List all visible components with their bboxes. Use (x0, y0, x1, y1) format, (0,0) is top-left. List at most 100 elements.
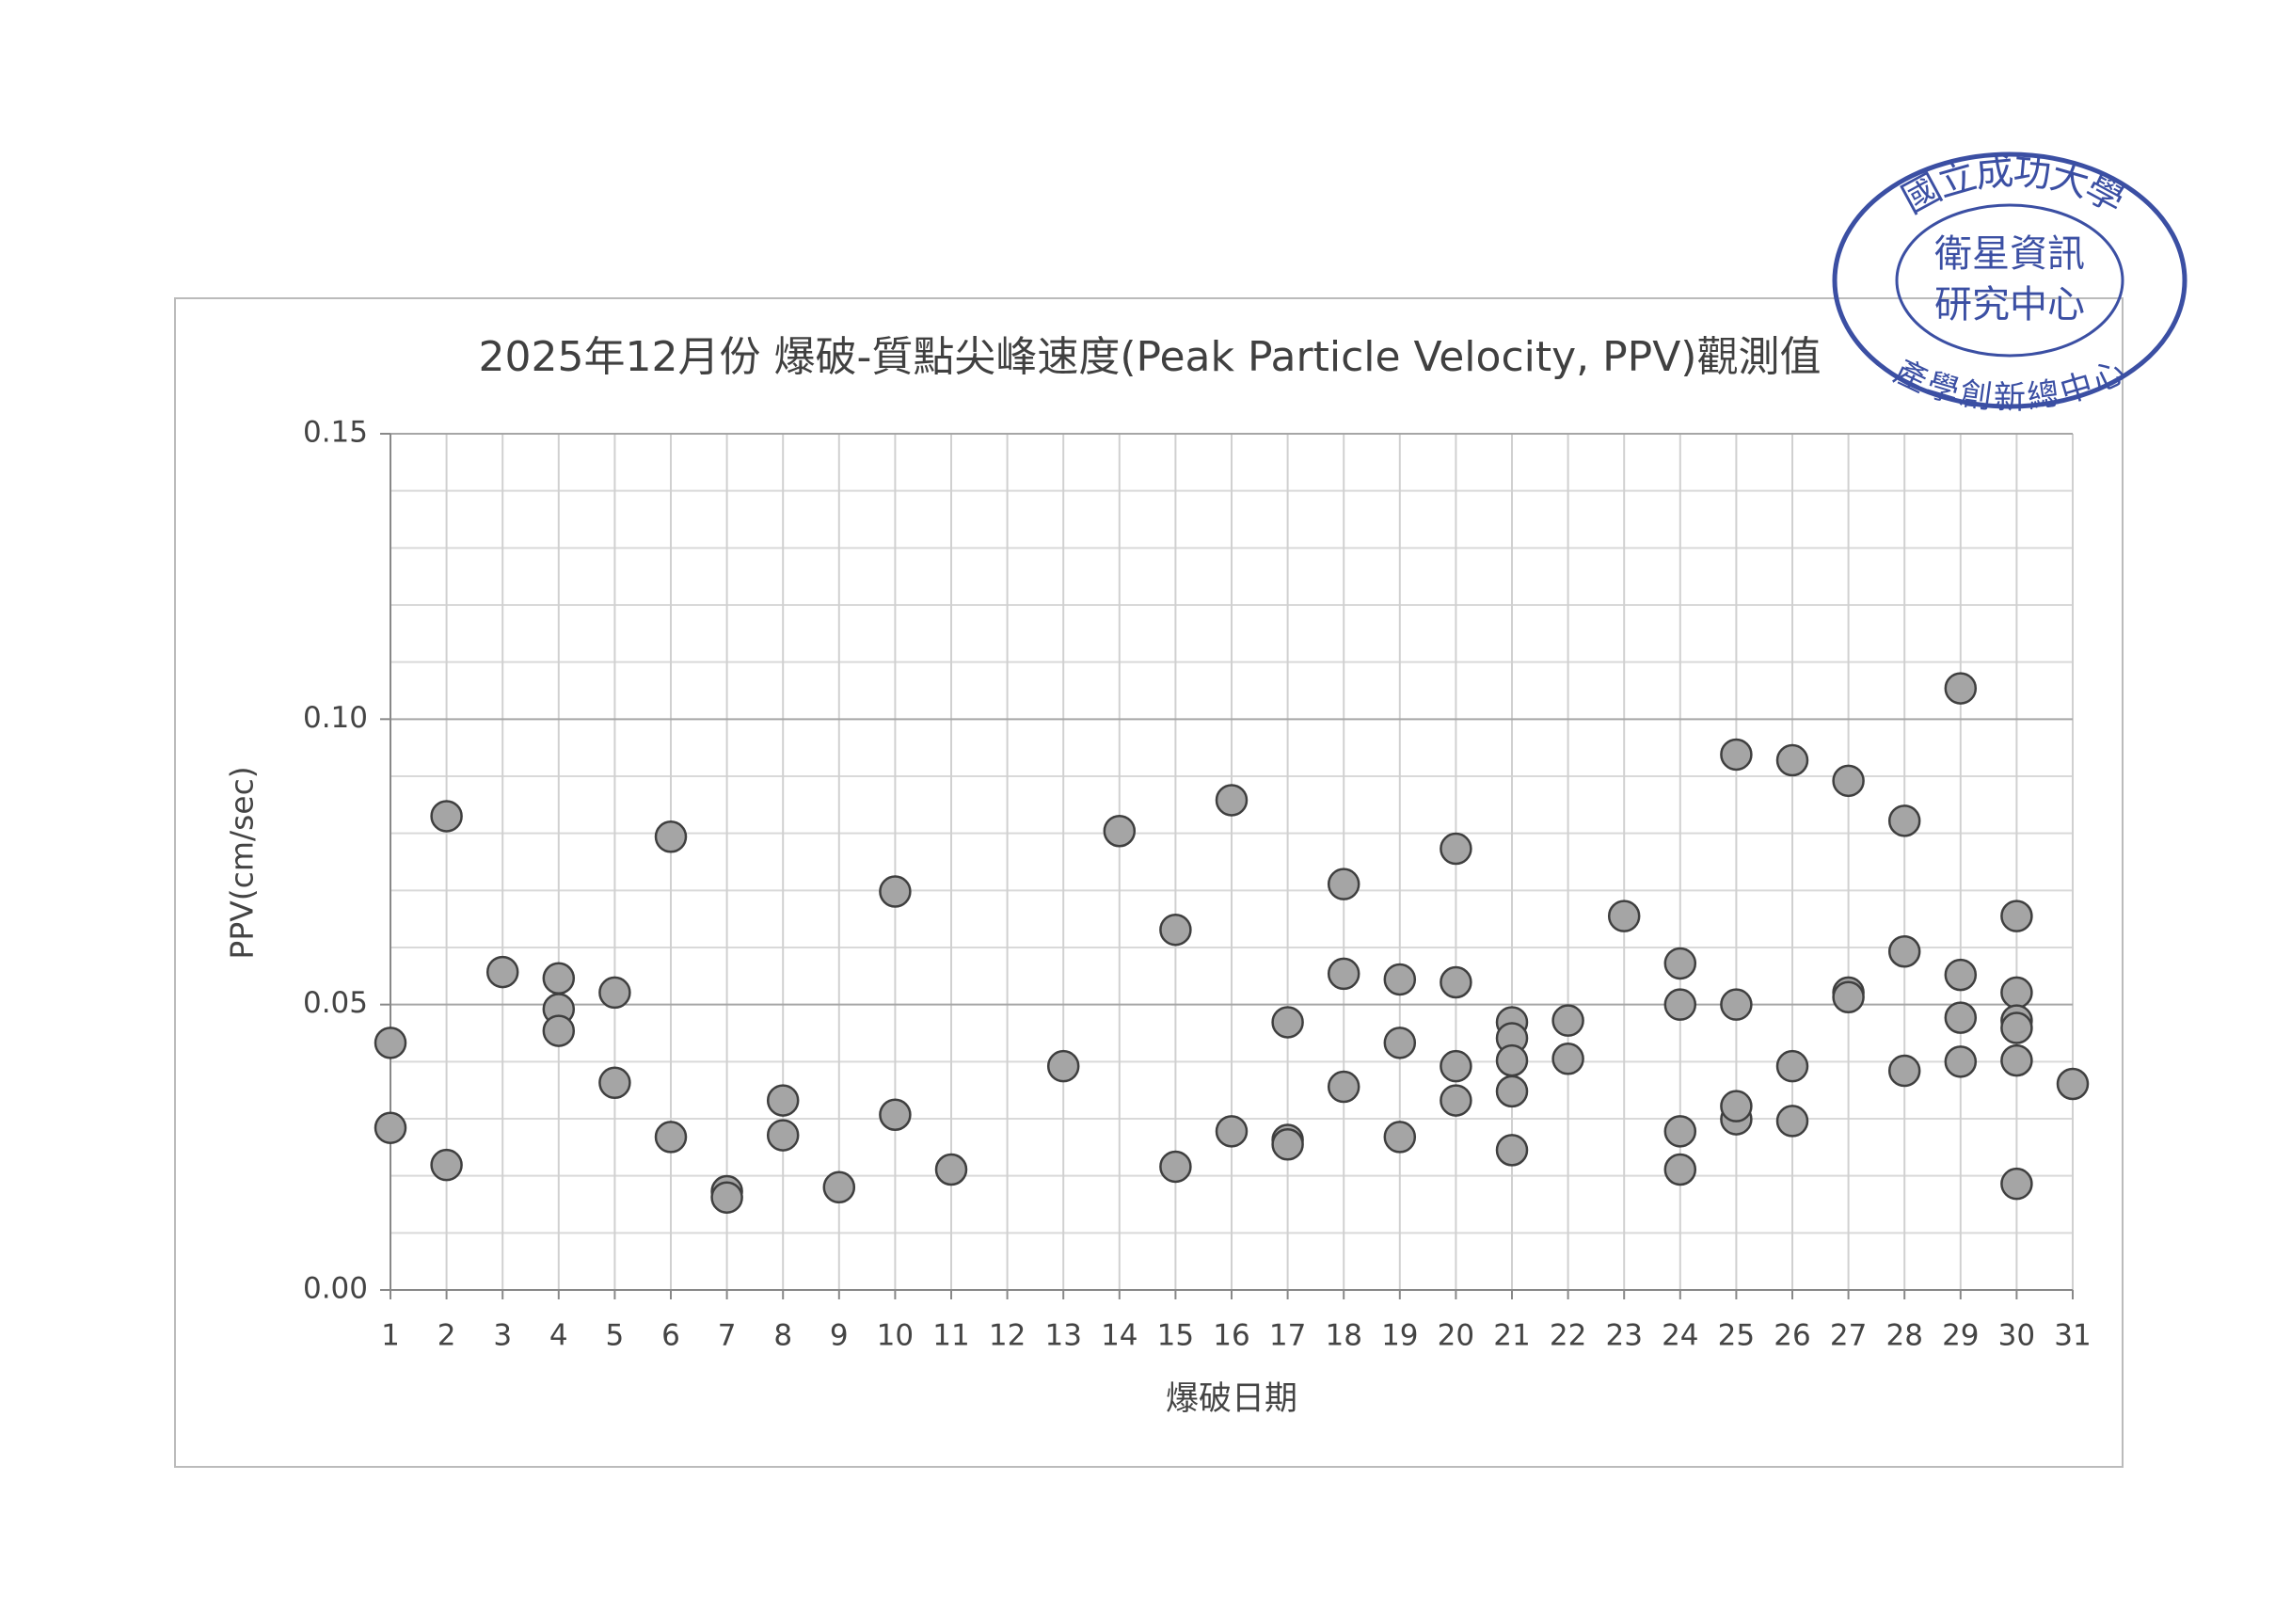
x-tick-label: 31 (2054, 1319, 2091, 1353)
data-point (1159, 913, 1192, 947)
data-point (485, 955, 519, 989)
stamp-outer-ring (1832, 151, 2188, 409)
data-point (2000, 976, 2033, 1010)
x-tick-label: 28 (1885, 1319, 1922, 1353)
data-point (2000, 900, 2033, 932)
data-point (1495, 1043, 1529, 1077)
data-point (1720, 1090, 1753, 1122)
x-tick-label: 18 (1325, 1319, 1361, 1353)
x-tick-label: 3 (493, 1319, 512, 1353)
data-point (598, 976, 631, 1010)
data-point (2000, 1011, 2033, 1044)
x-tick-label: 27 (1830, 1319, 1867, 1353)
data-point (822, 1170, 856, 1204)
x-tick-label: 23 (1605, 1319, 1642, 1353)
stamp: 國立成功大學 產學創新總中心 衛星資訊 研究中心 (1832, 150, 2188, 417)
x-tick-label: 12 (989, 1319, 1026, 1353)
data-point (1271, 1006, 1304, 1039)
x-tick-label: 19 (1381, 1319, 1418, 1353)
data-point (1440, 832, 1472, 866)
data-point (1495, 1075, 1529, 1108)
data-point (1383, 963, 1417, 996)
data-point (934, 1153, 968, 1186)
data-point (1887, 804, 1921, 837)
data-point (1832, 764, 1865, 798)
y-tick-label: 0.15 (303, 416, 368, 450)
stamp-inner-2: 研究中心 (1934, 283, 2085, 326)
x-tick-label: 22 (1550, 1319, 1586, 1353)
data-point (710, 1181, 743, 1214)
x-tick-label: 4 (549, 1319, 568, 1353)
data-point (542, 1014, 576, 1047)
x-tick-label: 11 (932, 1319, 969, 1353)
stamp-bottom: 產學創新總中心 (1888, 352, 2131, 416)
x-tick-label: 30 (1998, 1319, 2035, 1353)
data-point (1663, 947, 1697, 980)
data-point (1551, 1043, 1584, 1075)
x-tick-label: 26 (1774, 1319, 1810, 1353)
data-point (2000, 1043, 2033, 1077)
data-point (1383, 1027, 1417, 1059)
data-point (2000, 1167, 2033, 1201)
data-point (542, 962, 576, 995)
data-point (1775, 1049, 1809, 1083)
x-tick-label: 1 (381, 1319, 400, 1353)
stamp-top: 國立成功大學 (1895, 150, 2132, 222)
data-point (1440, 1049, 1472, 1083)
x-tick-label: 29 (1942, 1319, 1979, 1353)
y-axis-label: PPV(cm/sec) (224, 766, 261, 959)
x-tick-label: 14 (1101, 1319, 1138, 1353)
data-point (1887, 1054, 1921, 1088)
data-point (1103, 814, 1137, 848)
chart-title: 2025年12月份 爆破-質點尖峰速度(Peak Particle Veloci… (479, 333, 1822, 381)
x-axis-label: 爆破日期 (1166, 1380, 1297, 1418)
data-point (654, 820, 688, 853)
data-point (1887, 934, 1921, 968)
y-tick-label: 0.00 (303, 1272, 368, 1306)
data-point (1440, 965, 1472, 999)
x-tick-label: 8 (773, 1319, 792, 1353)
x-tick-label: 21 (1493, 1319, 1530, 1353)
data-point (430, 800, 463, 833)
stamp-inner-1: 衛星資訊 (1934, 232, 2085, 276)
data-point (1663, 988, 1697, 1021)
x-tick-label: 2 (438, 1319, 456, 1353)
stamp-text: 產學創新總中心 (1888, 352, 2131, 416)
data-point (654, 1121, 688, 1154)
data-point (1495, 1134, 1529, 1167)
data-point (1215, 784, 1249, 817)
x-tick-label: 15 (1157, 1319, 1194, 1353)
data-point (1775, 1105, 1809, 1138)
data-point (1720, 738, 1753, 772)
data-point (1271, 1128, 1304, 1161)
x-tick-label: 20 (1438, 1319, 1474, 1353)
data-point (1327, 957, 1360, 991)
data-point (598, 1066, 631, 1100)
x-tick-label: 16 (1213, 1319, 1249, 1353)
stamp-inner-ring (1895, 203, 2124, 358)
x-tick-label: 6 (661, 1319, 680, 1353)
data-point (1551, 1004, 1584, 1037)
data-point (2056, 1067, 2090, 1101)
data-point (1663, 1153, 1697, 1186)
data-point (1607, 900, 1641, 932)
data-point (430, 1148, 463, 1182)
chart-frame (174, 297, 2124, 1468)
data-point (374, 1111, 407, 1144)
data-point (374, 1027, 407, 1059)
x-tick-label: 17 (1269, 1319, 1306, 1353)
data-point (1159, 1150, 1192, 1184)
x-tick-label: 10 (877, 1319, 914, 1353)
x-tick-label: 24 (1662, 1319, 1698, 1353)
x-tick-label: 13 (1044, 1319, 1081, 1353)
data-point (1327, 868, 1360, 900)
data-point (1215, 1115, 1249, 1148)
stamp-text: 國立成功大學 (1895, 150, 2132, 222)
data-point (1944, 1045, 1978, 1078)
y-tick-label: 0.10 (303, 701, 368, 735)
data-point (1832, 980, 1865, 1014)
data-point (1944, 672, 1978, 705)
x-tick-label: 25 (1718, 1319, 1755, 1353)
data-point (1440, 1084, 1472, 1117)
